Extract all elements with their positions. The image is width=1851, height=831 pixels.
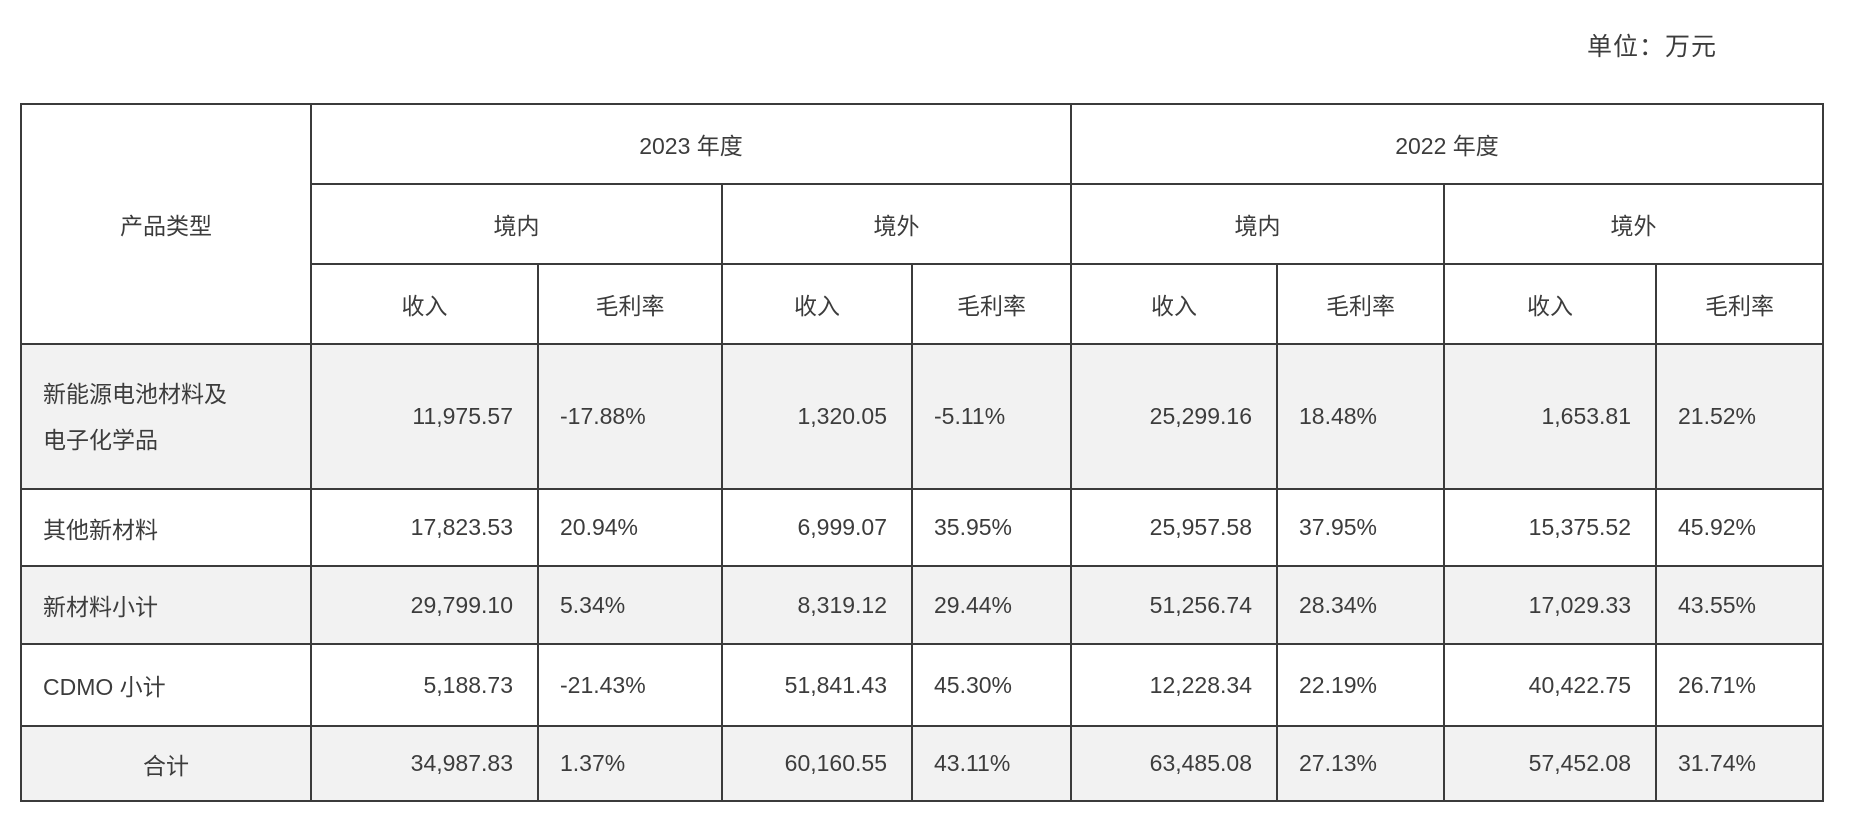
revenue-cell: 17,029.33 [1443, 565, 1657, 645]
header-margin-2023-domestic: 毛利率 [537, 263, 723, 345]
row-label-line: 电子化学品 [43, 426, 158, 453]
revenue-cell: 11,975.57 [310, 343, 539, 490]
header-margin-2022-overseas: 毛利率 [1655, 263, 1824, 345]
header-region-domestic-2023: 境内 [310, 183, 723, 265]
margin-cell: 27.13% [1276, 725, 1445, 802]
row-label-line: 新能源电池材料及 [43, 380, 227, 407]
margin-cell: 22.19% [1276, 643, 1445, 727]
revenue-cell: 51,841.43 [721, 643, 913, 727]
table-row: 其他新材料 17,823.53 20.94% 6,999.07 35.95% 2… [20, 488, 1824, 567]
table-row-total: 合计 34,987.83 1.37% 60,160.55 43.11% 63,4… [20, 725, 1824, 802]
margin-cell: -17.88% [537, 343, 723, 490]
header-margin-2022-domestic: 毛利率 [1276, 263, 1445, 345]
margin-cell: 31.74% [1655, 725, 1824, 802]
row-label-cell: 合计 [20, 725, 312, 802]
revenue-cell: 60,160.55 [721, 725, 913, 802]
revenue-cell: 8,319.12 [721, 565, 913, 645]
revenue-cell: 40,422.75 [1443, 643, 1657, 727]
table-row: 新能源电池材料及 电子化学品 11,975.57 -17.88% 1,320.0… [20, 343, 1824, 490]
margin-cell: 21.52% [1655, 343, 1824, 490]
header-revenue-2022-overseas: 收入 [1443, 263, 1657, 345]
margin-cell: 45.30% [911, 643, 1072, 727]
revenue-cell: 34,987.83 [310, 725, 539, 802]
header-revenue-2023-domestic: 收入 [310, 263, 539, 345]
header-revenue-2023-overseas: 收入 [721, 263, 913, 345]
header-row-regions: 境内 境外 境内 境外 [21, 183, 1824, 265]
products-table: 产品类型 2023 年度 2022 年度 境内 境外 境内 境外 收入 毛利率 … [20, 103, 1824, 802]
row-label-cell: 新能源电池材料及 电子化学品 [20, 343, 312, 490]
margin-cell: 43.55% [1655, 565, 1824, 645]
header-margin-2023-overseas: 毛利率 [911, 263, 1072, 345]
row-label-cell: CDMO 小计 [20, 643, 312, 727]
margin-cell: 18.48% [1276, 343, 1445, 490]
margin-cell: 5.34% [537, 565, 723, 645]
margin-cell: 35.95% [911, 488, 1072, 567]
margin-cell: -5.11% [911, 343, 1072, 490]
row-label-cell: 新材料小计 [20, 565, 312, 645]
revenue-cell: 15,375.52 [1443, 488, 1657, 567]
revenue-cell: 1,320.05 [721, 343, 913, 490]
margin-cell: 20.94% [537, 488, 723, 567]
header-year-2022: 2022 年度 [1070, 103, 1824, 185]
revenue-cell: 51,256.74 [1070, 565, 1278, 645]
margin-cell: -21.43% [537, 643, 723, 727]
revenue-cell: 29,799.10 [310, 565, 539, 645]
margin-cell: 43.11% [911, 725, 1072, 802]
margin-cell: 37.95% [1276, 488, 1445, 567]
revenue-cell: 25,957.58 [1070, 488, 1278, 567]
margin-cell: 1.37% [537, 725, 723, 802]
header-revenue-2022-domestic: 收入 [1070, 263, 1278, 345]
header-product-type: 产品类型 [20, 103, 312, 345]
revenue-cell: 25,299.16 [1070, 343, 1278, 490]
margin-cell: 45.92% [1655, 488, 1824, 567]
revenue-cell: 1,653.81 [1443, 343, 1657, 490]
revenue-cell: 5,188.73 [310, 643, 539, 727]
row-label-cell: 其他新材料 [20, 488, 312, 567]
revenue-cell: 17,823.53 [310, 488, 539, 567]
revenue-cell: 12,228.34 [1070, 643, 1278, 727]
header-region-domestic-2022: 境内 [1070, 183, 1445, 265]
margin-cell: 28.34% [1276, 565, 1445, 645]
revenue-cell: 57,452.08 [1443, 725, 1657, 802]
table-row: 新材料小计 29,799.10 5.34% 8,319.12 29.44% 51… [20, 565, 1824, 645]
header-region-overseas-2023: 境外 [721, 183, 1072, 265]
header-year-2023: 2023 年度 [310, 103, 1072, 185]
margin-cell: 26.71% [1655, 643, 1824, 727]
table-row: CDMO 小计 5,188.73 -21.43% 51,841.43 45.30… [20, 643, 1824, 727]
header-row-years: 产品类型 2023 年度 2022 年度 [20, 103, 1824, 345]
revenue-cell: 63,485.08 [1070, 725, 1278, 802]
revenue-cell: 6,999.07 [721, 488, 913, 567]
unit-label: 单位：万元 [1586, 33, 1717, 61]
header-region-overseas-2022: 境外 [1443, 183, 1824, 265]
header-row-metrics: 收入 毛利率 收入 毛利率 收入 毛利率 收入 毛利率 [21, 263, 1824, 345]
margin-cell: 29.44% [911, 565, 1072, 645]
